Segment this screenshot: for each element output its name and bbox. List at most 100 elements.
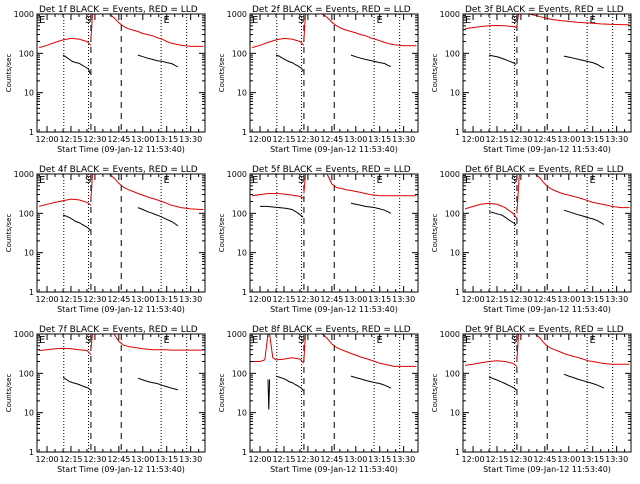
- series-events-line: [62, 376, 91, 391]
- series-lld-line: [534, 334, 630, 365]
- series-events-line: [275, 375, 304, 392]
- marker-s: S: [85, 335, 91, 346]
- x-tick-label: 12:30: [83, 135, 106, 144]
- y-axis-label: Counts/sec: [5, 374, 13, 413]
- series-lld-line: [464, 202, 518, 219]
- plot-frame: [36, 173, 206, 293]
- x-axis-label: Start Time (09-Jan-12 11:53:40): [270, 145, 398, 154]
- marker-s: S: [85, 175, 91, 186]
- x-tick-label: 12:45: [320, 455, 343, 464]
- x-tick-label: 12:45: [107, 135, 130, 144]
- plot-frame: [249, 13, 419, 133]
- series-lld-line: [303, 174, 306, 194]
- y-tick-label: 100: [445, 209, 460, 218]
- x-tick-label: 13:15: [581, 455, 604, 464]
- y-axis-label: Counts/sec: [218, 374, 226, 413]
- y-tick-label: 1: [242, 448, 247, 457]
- x-tick-label: 12:15: [272, 135, 295, 144]
- x-tick-label: 13:30: [179, 455, 202, 464]
- x-tick-label: 13:15: [155, 455, 178, 464]
- marker-s: S: [511, 175, 517, 186]
- y-tick-label: 100: [232, 49, 247, 58]
- series-events-line: [563, 55, 605, 69]
- marker-e: E: [590, 335, 596, 346]
- x-tick-label: 12:00: [249, 135, 272, 144]
- marker-e-left: E: [465, 15, 471, 26]
- y-tick-label: 10: [237, 89, 247, 98]
- y-tick-label: 100: [232, 369, 247, 378]
- x-tick-label: 12:15: [485, 455, 508, 464]
- marker-e: E: [590, 15, 596, 26]
- x-axis-label: Start Time (09-Jan-12 11:53:40): [57, 465, 185, 474]
- x-tick-label: 12:30: [509, 135, 532, 144]
- y-axis-label: Counts/sec: [218, 54, 226, 93]
- x-tick-label: 12:45: [533, 295, 556, 304]
- x-tick-label: 12:30: [83, 295, 106, 304]
- y-axis-label: Counts/sec: [218, 214, 226, 253]
- series-events-line: [488, 211, 517, 226]
- marker-e: E: [377, 175, 383, 186]
- x-tick-label: 13:00: [131, 455, 154, 464]
- data-lines: [252, 174, 417, 218]
- x-tick-label: 12:30: [296, 295, 319, 304]
- series-events-line: [563, 373, 605, 389]
- x-tick-label: 12:00: [36, 455, 59, 464]
- x-tick-label: 12:45: [320, 295, 343, 304]
- x-tick-label: 13:30: [392, 455, 415, 464]
- x-tick-label: 12:45: [533, 455, 556, 464]
- x-tick-label: 12:15: [272, 295, 295, 304]
- y-tick-label: 1000: [227, 330, 247, 339]
- x-tick-label: 13:30: [605, 135, 628, 144]
- y-tick-label: 10: [450, 249, 460, 258]
- y-tick-label: 1: [455, 288, 460, 297]
- data-lines: [465, 334, 630, 391]
- data-lines: [38, 174, 204, 232]
- marker-s: S: [298, 15, 304, 26]
- series-lld-line: [321, 334, 417, 367]
- y-tick-label: 100: [19, 209, 34, 218]
- y-tick-label: 10: [24, 89, 34, 98]
- series-lld-line: [516, 14, 519, 26]
- series-lld-line: [38, 37, 92, 49]
- series-events-line: [137, 207, 179, 227]
- x-tick-label: 12:45: [320, 135, 343, 144]
- series-lld-line: [465, 24, 517, 30]
- y-tick-label: 1: [29, 128, 34, 137]
- x-tick-label: 12:00: [249, 455, 272, 464]
- y-axis-label: Counts/sec: [431, 54, 439, 93]
- y-tick-label: 1: [455, 448, 460, 457]
- marker-e: E: [164, 175, 170, 186]
- marker-e-left: E: [252, 15, 258, 26]
- series-lld-line: [113, 334, 204, 351]
- marker-e: E: [377, 15, 383, 26]
- y-tick-label: 100: [19, 49, 34, 58]
- x-tick-label: 12:15: [272, 455, 295, 464]
- y-tick-label: 100: [445, 369, 460, 378]
- x-tick-label: 13:00: [344, 295, 367, 304]
- x-tick-label: 13:15: [368, 455, 391, 464]
- data-lines: [38, 14, 204, 75]
- series-lld-line: [108, 174, 204, 210]
- x-tick-label: 13:00: [344, 455, 367, 464]
- series-events-line: [267, 379, 271, 410]
- y-tick-label: 10: [450, 409, 460, 418]
- x-tick-label: 12:15: [59, 135, 82, 144]
- series-lld-line: [465, 360, 518, 367]
- y-tick-label: 10: [24, 409, 34, 418]
- x-axis-label: Start Time (09-Jan-12 11:53:40): [483, 145, 611, 154]
- plot-frame: [462, 173, 632, 293]
- series-events-line: [488, 376, 517, 391]
- series-events-line: [260, 205, 304, 218]
- series-events-line: [350, 54, 392, 68]
- x-tick-label: 13:00: [557, 295, 580, 304]
- y-tick-label: 1: [242, 288, 247, 297]
- panel-title: Det 1f BLACK = Events, RED = LLD: [39, 5, 198, 15]
- x-tick-label: 12:30: [296, 455, 319, 464]
- x-tick-label: 13:15: [155, 135, 178, 144]
- y-axis-label: Counts/sec: [431, 374, 439, 413]
- marker-e: E: [590, 175, 596, 186]
- x-axis-label: Start Time (09-Jan-12 11:53:40): [483, 305, 611, 314]
